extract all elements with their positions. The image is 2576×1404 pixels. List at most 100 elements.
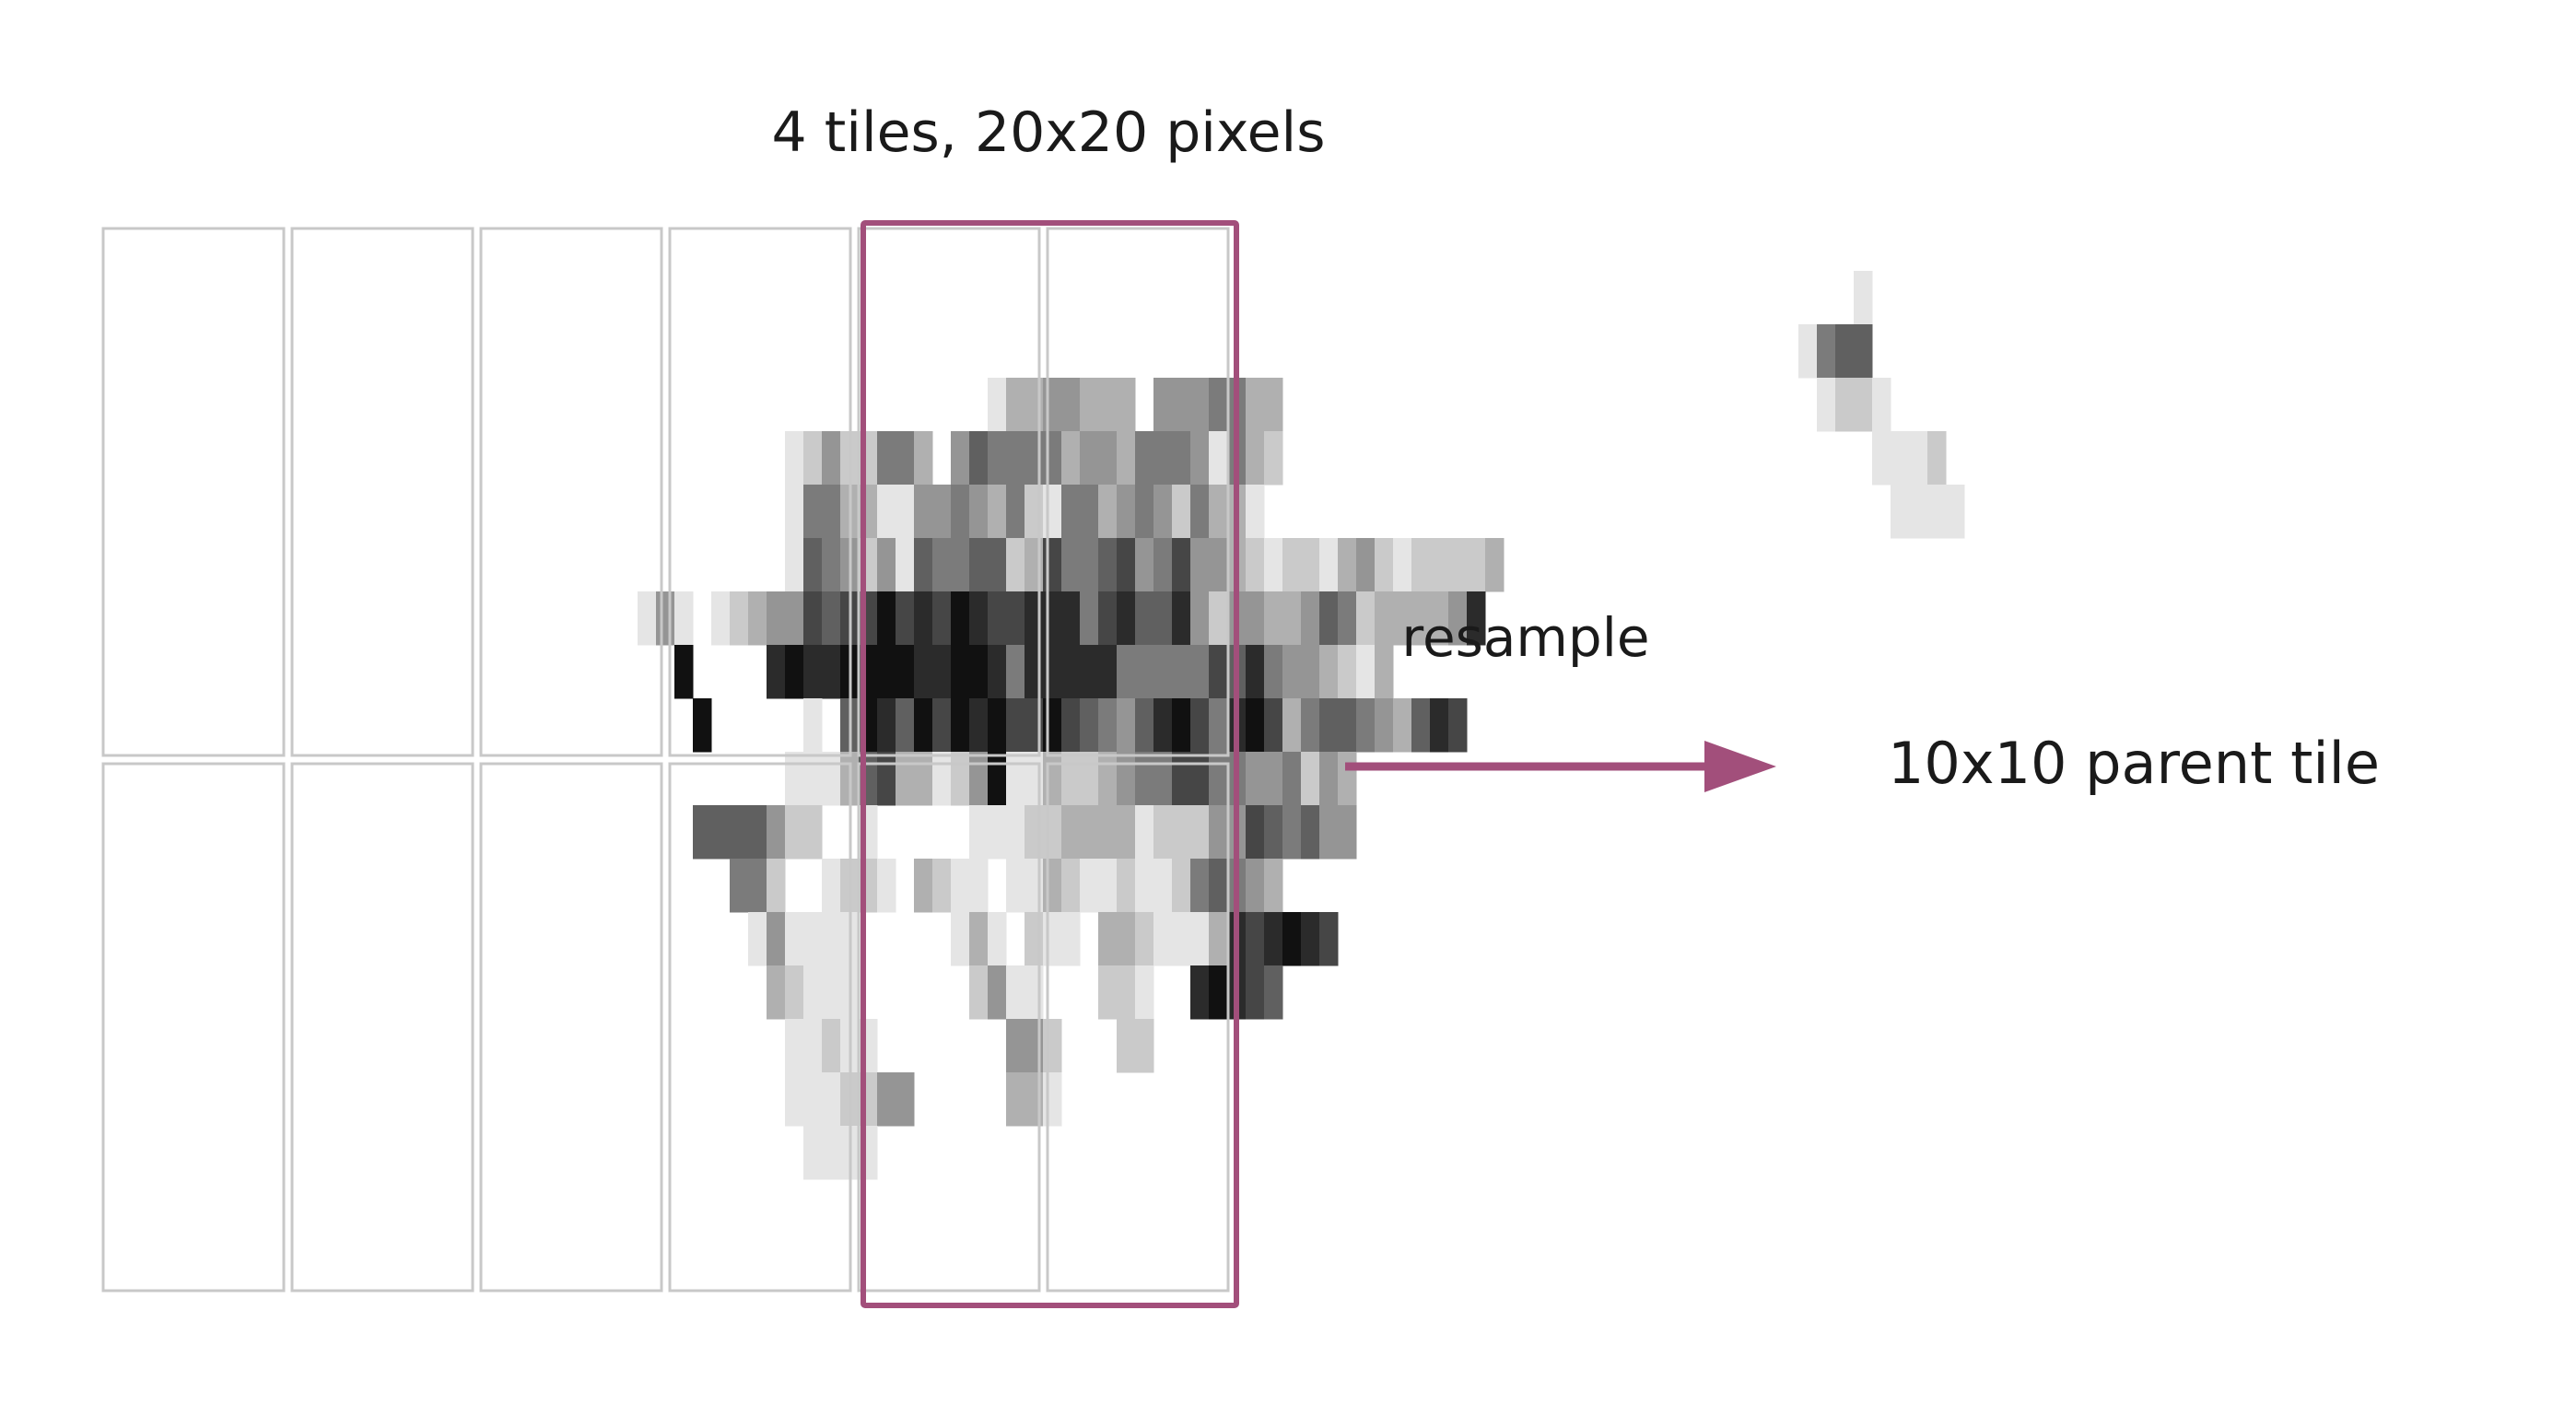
pixel — [803, 752, 823, 806]
pixel — [785, 805, 804, 860]
pixel — [1190, 591, 1210, 646]
pixel — [1264, 591, 1283, 646]
pixel — [1006, 538, 1025, 592]
pixel — [822, 912, 841, 966]
pixel — [969, 752, 989, 806]
pixel — [1135, 965, 1154, 1020]
pixel — [803, 485, 823, 539]
pixel — [1264, 698, 1283, 753]
pixel — [1043, 378, 1062, 432]
pixel — [1117, 1019, 1136, 1073]
tile-outline — [1046, 762, 1230, 1293]
pixel — [1117, 431, 1136, 486]
pixel — [1061, 912, 1081, 966]
pixel — [785, 1019, 804, 1073]
pixel — [1006, 698, 1025, 753]
pixel — [1927, 431, 1947, 486]
pixel — [1282, 538, 1302, 592]
pixel — [1448, 698, 1468, 753]
pixel — [1356, 538, 1376, 592]
pixel — [969, 538, 989, 592]
pixel — [1209, 645, 1228, 699]
pixel — [1006, 645, 1025, 699]
pixel — [785, 645, 804, 699]
pixel — [988, 485, 1007, 539]
pixel — [785, 591, 804, 646]
pixel — [1264, 965, 1283, 1020]
pixel — [822, 965, 841, 1020]
pixel — [785, 965, 804, 1020]
pixel — [951, 859, 970, 913]
pixel — [1209, 752, 1228, 806]
pixel — [877, 752, 896, 806]
parent-tile-label: 10x10 parent tile — [1888, 730, 2380, 797]
tile-outline — [290, 762, 474, 1293]
pixel — [822, 538, 841, 592]
pixel — [1117, 378, 1136, 432]
pixel — [803, 538, 823, 592]
pixel — [1135, 1019, 1154, 1073]
pixel — [674, 591, 694, 646]
pixel — [785, 538, 804, 592]
pixel — [1098, 752, 1118, 806]
pixel — [1043, 912, 1062, 966]
pixel — [914, 859, 933, 913]
pixel — [1006, 1019, 1025, 1073]
tile-outline — [857, 762, 1041, 1293]
pixel — [1338, 645, 1357, 699]
pixel — [877, 591, 896, 646]
pixel — [822, 859, 841, 913]
pixel — [969, 591, 989, 646]
pixel — [803, 645, 823, 699]
pixel — [969, 859, 989, 913]
pixel — [1393, 538, 1412, 592]
pixel — [1061, 645, 1081, 699]
pixel — [1080, 698, 1099, 753]
tiles-label: 4 tiles, 20x20 pixels — [772, 100, 1326, 165]
pixel — [803, 1072, 823, 1127]
pixel — [969, 431, 989, 486]
pixel — [1375, 538, 1394, 592]
pixel — [1854, 324, 1873, 379]
pixel — [748, 859, 767, 913]
pixel — [1909, 431, 1928, 486]
pixel — [1098, 805, 1118, 860]
tile-outline — [290, 227, 474, 757]
pixel — [785, 431, 804, 486]
pixel — [1835, 324, 1855, 379]
pixel — [1190, 965, 1210, 1020]
pixel — [1098, 538, 1118, 592]
pixel — [1209, 431, 1228, 486]
pixel — [951, 538, 970, 592]
pixel — [932, 645, 952, 699]
pixel — [1264, 912, 1283, 966]
pixel — [748, 805, 767, 860]
pixel — [1043, 752, 1062, 806]
pixel — [1190, 752, 1210, 806]
pixel — [822, 645, 841, 699]
pixel — [1909, 485, 1928, 539]
pixel — [1356, 698, 1376, 753]
pixel — [1246, 645, 1265, 699]
pixel — [1946, 485, 1965, 539]
pixel — [1006, 805, 1025, 860]
pixel — [1153, 431, 1173, 486]
pixel — [1854, 271, 1873, 325]
pixel — [1209, 698, 1228, 753]
pixel — [1061, 538, 1081, 592]
pixel — [1061, 698, 1081, 753]
pixel — [951, 752, 970, 806]
pixel — [914, 698, 933, 753]
tile-outline — [668, 762, 852, 1293]
pixel — [1153, 538, 1173, 592]
pixel — [822, 1072, 841, 1127]
pixel — [1485, 538, 1505, 592]
pixel — [896, 698, 915, 753]
pixel — [877, 431, 896, 486]
pixel — [822, 431, 841, 486]
pixel — [1411, 698, 1431, 753]
pixel — [1098, 698, 1118, 753]
pixel — [1209, 591, 1228, 646]
pixel — [988, 378, 1007, 432]
